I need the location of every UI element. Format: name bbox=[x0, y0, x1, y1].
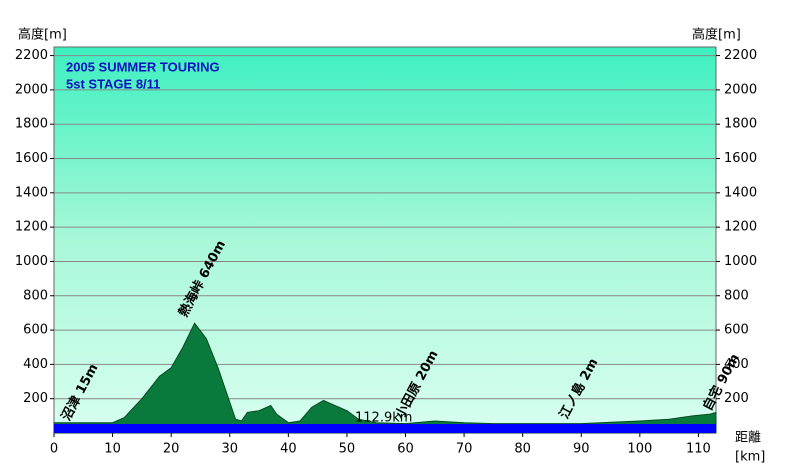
y-tick-label: 1800 bbox=[15, 117, 48, 132]
x-tick-label: 50 bbox=[339, 442, 356, 457]
x-axis-unit: [km] bbox=[735, 450, 765, 464]
x-axis-label: 距離 bbox=[735, 431, 761, 446]
y-tick-label: 600 bbox=[23, 323, 48, 338]
y2-tick-label: 200 bbox=[724, 391, 749, 406]
y2-tick-label: 1600 bbox=[724, 151, 757, 166]
chart-subtitle: 5st STAGE 8/11 bbox=[66, 76, 160, 91]
y2-axis-label: 高度[m] bbox=[692, 27, 741, 43]
y-tick-label: 1400 bbox=[15, 185, 48, 200]
x-tick-label: 80 bbox=[514, 442, 531, 457]
elevation-area bbox=[53, 322, 717, 434]
x-tick-label: 100 bbox=[627, 442, 652, 457]
y2-tick-label: 400 bbox=[724, 357, 749, 372]
x-tick-label: 30 bbox=[221, 442, 238, 457]
y-tick-label: 2000 bbox=[15, 82, 48, 97]
x-tick-label: 20 bbox=[163, 442, 180, 457]
base-band bbox=[54, 424, 716, 433]
y-tick-label: 1000 bbox=[15, 254, 48, 269]
plot-area bbox=[53, 46, 717, 434]
y-tick-label: 800 bbox=[23, 288, 48, 303]
y-tick-label: 1600 bbox=[15, 151, 48, 166]
x-tick-label: 60 bbox=[397, 442, 414, 457]
y2-tick-label: 1800 bbox=[724, 117, 757, 132]
y2-tick-label: 600 bbox=[724, 323, 749, 338]
y2-tick-label: 2000 bbox=[724, 82, 757, 97]
x-tick-label: 10 bbox=[104, 442, 121, 457]
chart-title: 2005 SUMMER TOURING bbox=[66, 59, 220, 74]
x-tick-label: 70 bbox=[456, 442, 473, 457]
x-tick-label: 110 bbox=[686, 442, 711, 457]
y-axis-label: 高度[m] bbox=[18, 27, 67, 43]
distance-note: 112.9km bbox=[355, 411, 412, 426]
y-tick-label: 200 bbox=[23, 391, 48, 406]
y2-tick-label: 800 bbox=[724, 288, 749, 303]
y2-tick-label: 1000 bbox=[724, 254, 757, 269]
x-tick-label: 90 bbox=[573, 442, 590, 457]
x-tick-label: 0 bbox=[50, 442, 58, 457]
y-tick-label: 1200 bbox=[15, 220, 48, 235]
y2-tick-label: 2200 bbox=[724, 48, 757, 63]
y2-tick-label: 1200 bbox=[724, 220, 757, 235]
y2-tick-label: 1400 bbox=[724, 185, 757, 200]
x-tick-label: 40 bbox=[280, 442, 297, 457]
y-tick-label: 2200 bbox=[15, 48, 48, 63]
y-tick-label: 400 bbox=[23, 357, 48, 372]
